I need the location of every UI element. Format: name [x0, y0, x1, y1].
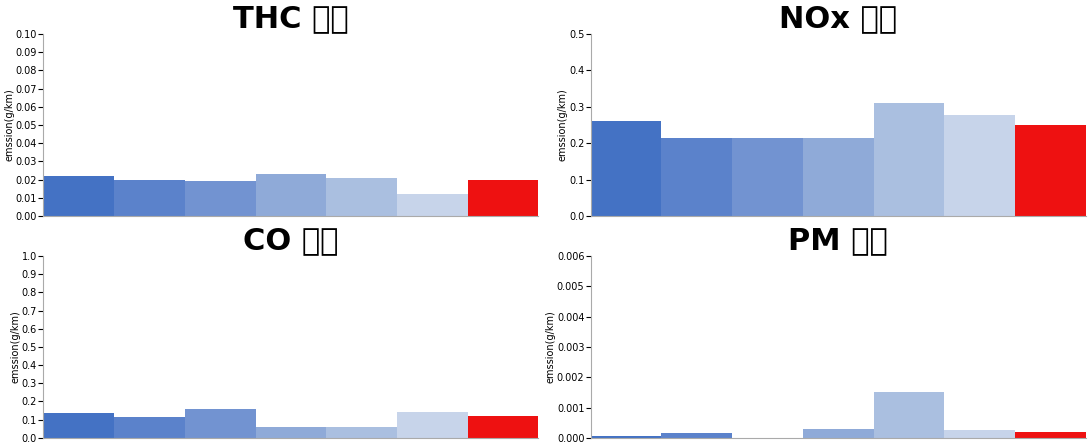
Bar [732, 138, 803, 216]
Y-axis label: emssion(g/km): emssion(g/km) [558, 89, 568, 161]
Y-axis label: emssion(g/km): emssion(g/km) [4, 89, 14, 161]
Bar [397, 412, 468, 438]
Title: THC 승합: THC 승합 [233, 4, 349, 33]
Y-axis label: emssion(g/km): emssion(g/km) [545, 310, 556, 383]
Bar [1015, 432, 1086, 438]
Bar [114, 180, 185, 216]
Bar [185, 181, 255, 216]
Bar [662, 433, 732, 438]
Bar [326, 178, 397, 216]
Y-axis label: emssion(g/km): emssion(g/km) [10, 310, 21, 383]
Bar [185, 409, 255, 438]
Bar [591, 121, 662, 216]
Bar [873, 392, 944, 438]
Bar [1015, 125, 1086, 216]
Bar [468, 416, 538, 438]
Bar [44, 176, 114, 216]
Bar [591, 436, 662, 438]
Title: PM 승합: PM 승합 [788, 226, 888, 255]
Bar [944, 430, 1015, 438]
Bar [44, 414, 114, 438]
Bar [873, 103, 944, 216]
Bar [326, 427, 397, 438]
Bar [803, 138, 873, 216]
Bar [255, 427, 326, 438]
Bar [803, 429, 873, 438]
Title: CO 승합: CO 승합 [243, 226, 339, 255]
Bar [944, 115, 1015, 216]
Bar [255, 174, 326, 216]
Bar [397, 194, 468, 216]
Bar [468, 180, 538, 216]
Bar [662, 138, 732, 216]
Bar [114, 417, 185, 438]
Title: NOx 승합: NOx 승합 [779, 4, 897, 33]
